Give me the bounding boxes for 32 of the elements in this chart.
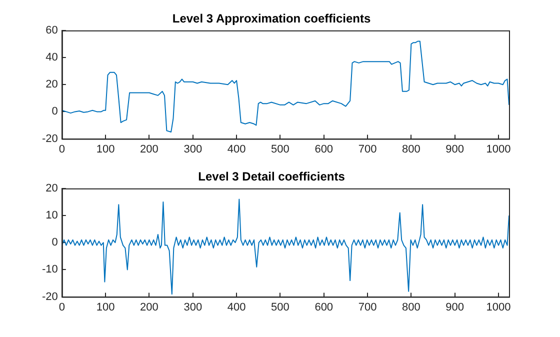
x-tick-label: 200 [140,301,158,314]
y-tick-label: 20 [46,78,58,91]
y-tick-label: 60 [46,24,58,36]
x-tick-label: 100 [96,301,115,314]
x-tick-label: 400 [227,301,246,314]
x-tick-label: 100 [96,143,115,156]
x-tick-label: 600 [314,301,334,314]
y-tick-label: -10 [42,264,58,276]
y-tick-label: 10 [46,210,58,222]
x-tick-label: 900 [446,143,464,156]
x-tick-label: 800 [402,143,420,156]
x-tick-label: 700 [358,301,377,314]
y-tick-label: 0 [52,106,58,118]
x-tick-label: 400 [227,143,246,156]
x-tick-label: 500 [271,143,290,156]
y-tick-label: -20 [42,132,58,145]
chart-title: Level 3 Detail coefficients [198,170,346,184]
x-tick-label: 1000 [486,301,511,314]
x-tick-label: 500 [271,301,290,314]
y-tick-label: -20 [42,290,58,303]
y-tick-label: 20 [46,182,58,194]
x-tick-label: 300 [184,143,202,156]
chart-title: Level 3 Approximation coefficients [172,12,371,26]
x-tick-label: 200 [140,143,158,156]
x-tick-label: 700 [358,143,377,156]
x-tick-label: 800 [402,301,420,314]
x-tick-label: 900 [446,301,464,314]
y-tick-label: 0 [52,236,58,249]
x-tick-label: 300 [184,301,202,314]
x-tick-label: 600 [314,143,334,156]
y-tick-label: 40 [46,52,58,64]
x-tick-label: 1000 [486,143,511,156]
